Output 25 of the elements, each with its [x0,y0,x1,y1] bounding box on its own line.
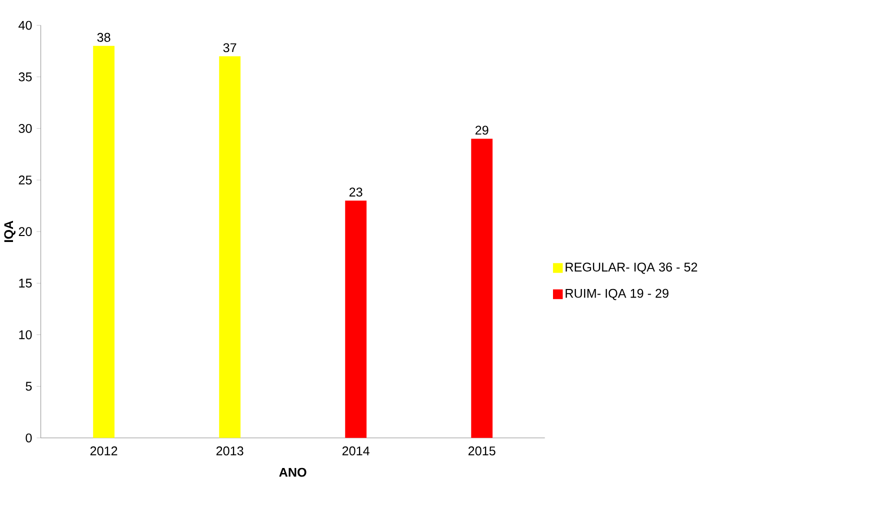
data-label: 23 [349,188,362,197]
data-label: 37 [223,43,236,52]
legend-label: RUIM- IQA 19 - 29 [566,289,668,300]
y-tick-label: 15 [19,278,32,288]
x-tick-label: 2012 [90,446,118,456]
y-tick-label: 30 [18,124,32,134]
y-tick-label: 20 [18,227,32,236]
y-tick-label: 40 [18,21,32,30]
x-tick-label: 2014 [342,446,370,456]
legend-label: REGULAR- IQA 36 - 52 [566,262,698,274]
x-tick-label: 2015 [468,446,496,456]
data-label: 29 [475,126,488,135]
y-tick-label: 0 [26,434,32,443]
y-tick-label: 5 [26,382,32,391]
y-tick-label: 10 [19,330,32,340]
x-tick-label: 2013 [216,446,244,456]
bar [345,200,367,438]
y-tick-label: 25 [18,176,32,185]
bar [93,46,115,438]
bar [471,138,493,438]
y-axis-title: IQA [4,220,16,242]
data-label: 38 [97,33,110,42]
bar [219,56,241,438]
x-axis-title: ANO [279,468,306,477]
y-tick-label: 35 [18,72,32,82]
